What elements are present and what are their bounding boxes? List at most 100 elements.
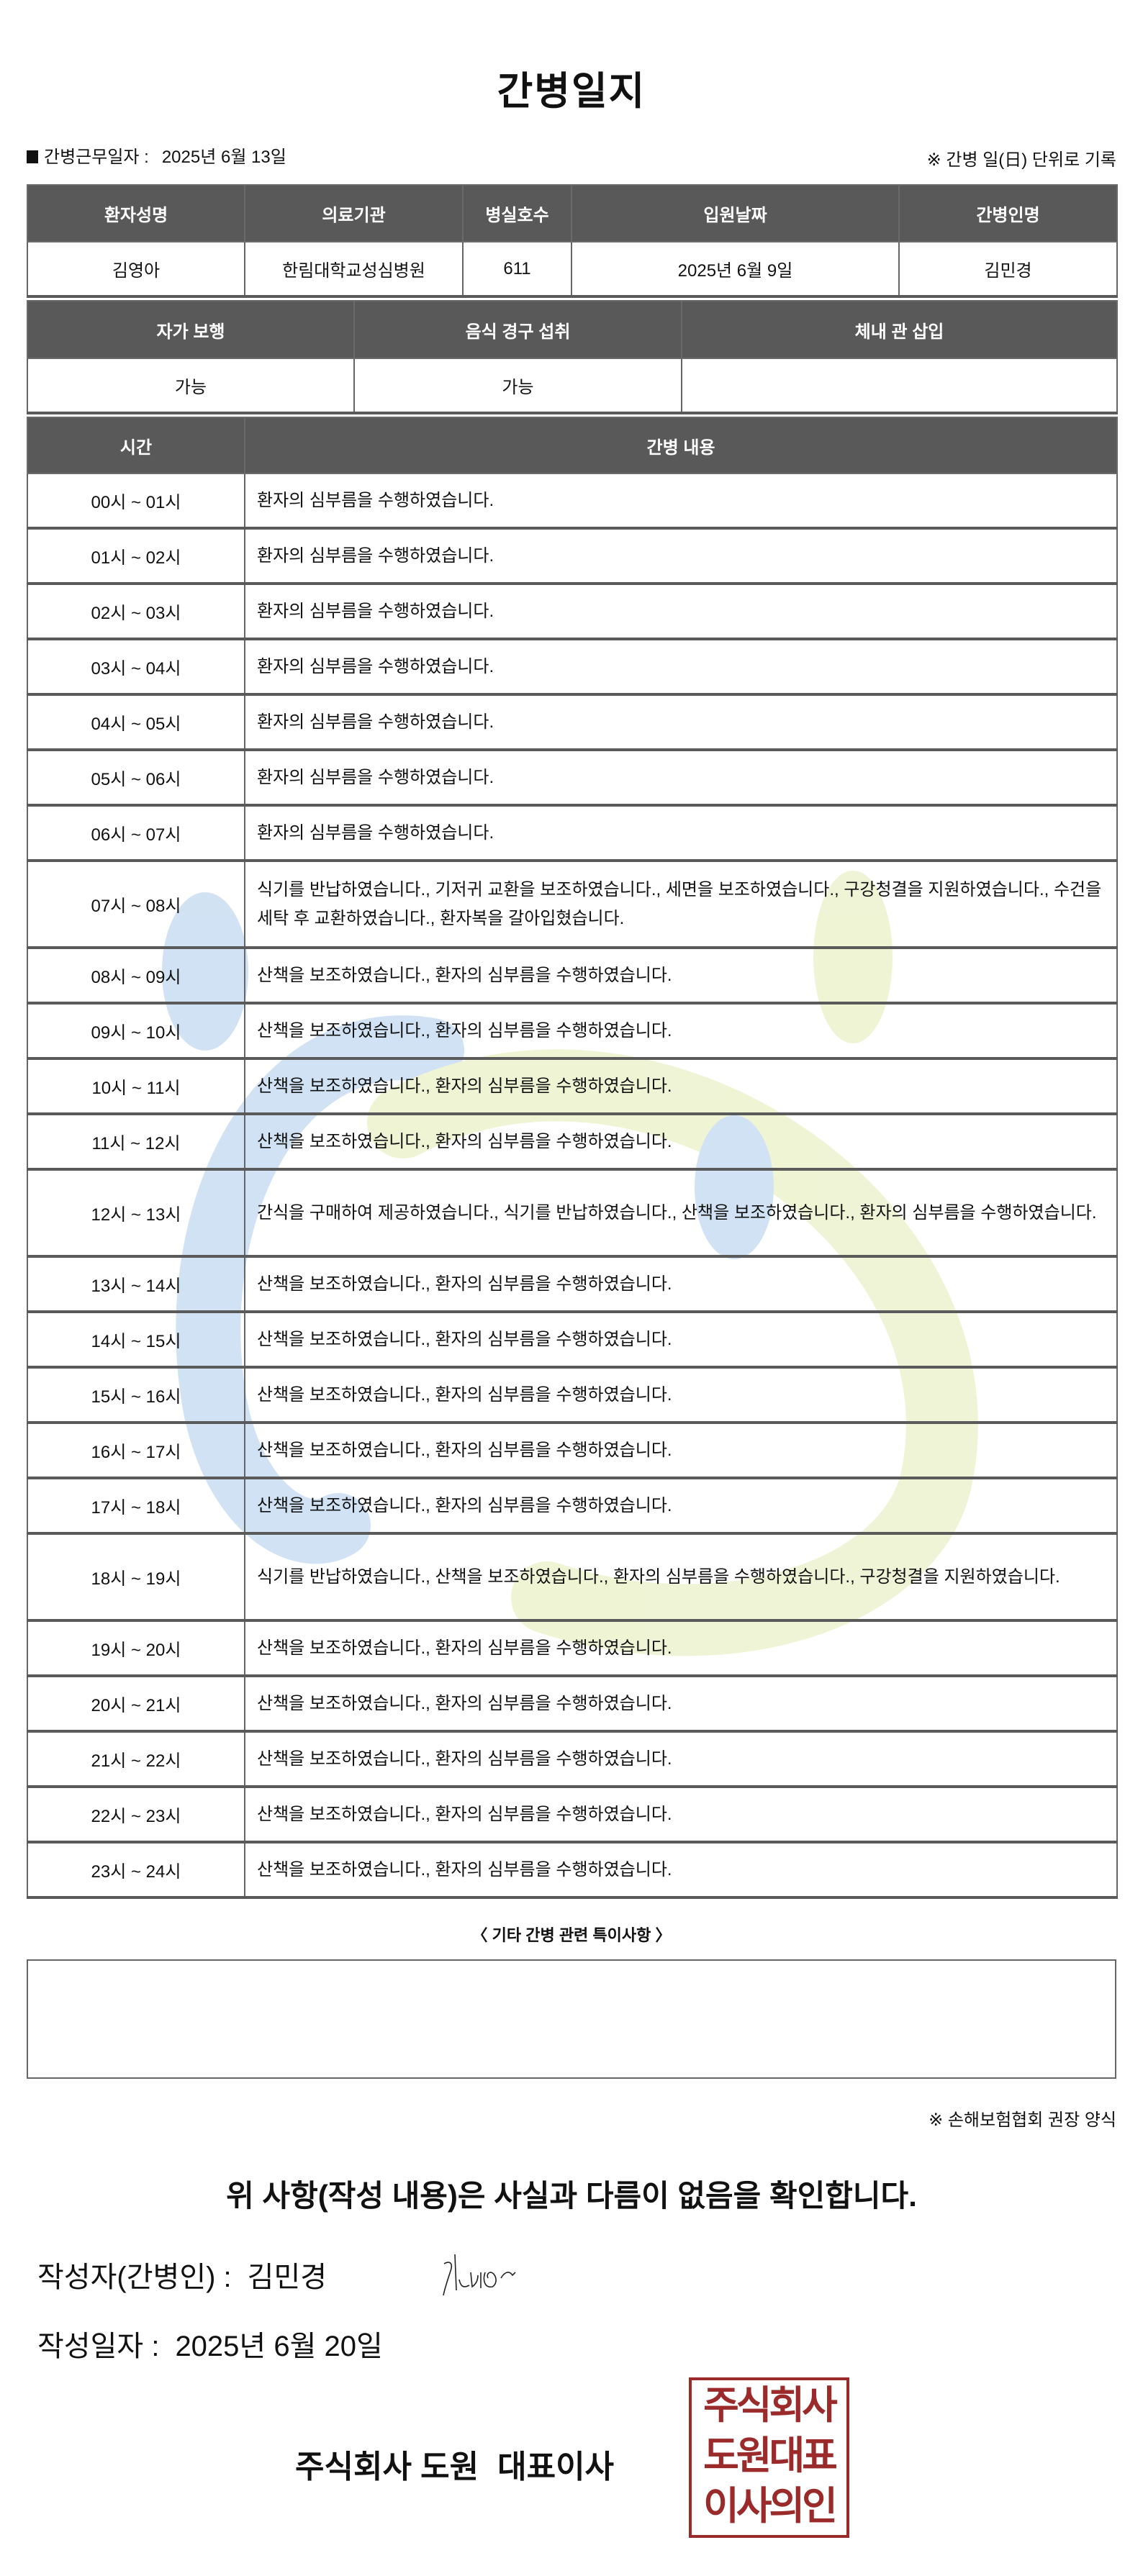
form-note: ※ 손해보험협회 권장 양식 <box>929 2110 1116 2130</box>
care-content: 환자의 심부름을 수행하였습니다. <box>244 473 1118 530</box>
writer-label: 작성자(간병인) : <box>37 2262 232 2293</box>
status-info-values: 가능 가능 <box>27 358 1118 414</box>
header-admission-date: 입원날짜 <box>571 184 900 242</box>
care-log-row: 22시 ~ 23시 산책을 보조하였습니다., 환자의 심부름을 수행하였습니다. <box>27 1786 1118 1843</box>
remarks-label: 〈 기타 간병 관련 특이사항 〉 <box>471 1926 672 1944</box>
handwritten-signature <box>443 2254 516 2296</box>
time-slot: 01시 ~ 02시 <box>27 527 245 585</box>
care-log-row: 11시 ~ 12시 산책을 보조하였습니다., 환자의 심부름을 수행하였습니다. <box>27 1113 1118 1171</box>
time-slot: 07시 ~ 08시 <box>27 860 245 949</box>
write-date-label: 작성일자 : <box>37 2331 160 2362</box>
header-patient-name: 환자성명 <box>27 184 245 242</box>
care-log-row: 18시 ~ 19시 식기를 반납하였습니다., 산책을 보조하였습니다., 환자의… <box>27 1533 1118 1622</box>
header-caregiver-name: 간병인명 <box>898 184 1118 242</box>
oral-intake: 가능 <box>353 358 682 414</box>
company-title: 대표이사 <box>497 2449 615 2485</box>
write-date-value: 2025년 6월 20일 <box>175 2331 383 2362</box>
care-log-row: 21시 ~ 22시 산책을 보조하였습니다., 환자의 심부름을 수행하였습니다. <box>27 1731 1118 1788</box>
company-signature: 주식회사 도원 대표이사 <box>295 2441 614 2487</box>
header-tube-insertion: 체내 관 삽입 <box>681 300 1118 359</box>
time-slot: 09시 ~ 10시 <box>27 1002 245 1060</box>
care-content: 산책을 보조하였습니다., 환자의 심부름을 수행하였습니다. <box>244 1620 1118 1677</box>
care-content: 산책을 보조하였습니다., 환자의 심부름을 수행하였습니다. <box>244 947 1118 1004</box>
care-content: 환자의 심부름을 수행하였습니다. <box>244 638 1118 696</box>
time-slot: 20시 ~ 21시 <box>27 1675 245 1733</box>
care-content: 산책을 보조하였습니다., 환자의 심부름을 수행하였습니다. <box>244 1058 1118 1115</box>
time-slot: 08시 ~ 09시 <box>27 947 245 1004</box>
time-slot: 04시 ~ 05시 <box>27 694 245 751</box>
care-log-row: 05시 ~ 06시 환자의 심부름을 수행하였습니다. <box>27 749 1118 807</box>
care-content: 산책을 보조하였습니다., 환자의 심부름을 수행하였습니다. <box>244 1786 1118 1843</box>
caregiver-name: 김민경 <box>898 241 1118 298</box>
care-log-row: 19시 ~ 20시 산책을 보조하였습니다., 환자의 심부름을 수행하였습니다. <box>27 1620 1118 1677</box>
time-slot: 05시 ~ 06시 <box>27 749 245 807</box>
time-slot: 11시 ~ 12시 <box>27 1113 245 1171</box>
time-slot: 03시 ~ 04시 <box>27 638 245 696</box>
time-slot: 22시 ~ 23시 <box>27 1786 245 1843</box>
care-content: 간식을 구매하여 제공하였습니다., 식기를 반납하였습니다., 산책을 보조하… <box>244 1169 1118 1258</box>
time-slot: 21시 ~ 22시 <box>27 1731 245 1788</box>
writer-line: 작성자(간병인) : 김민경 <box>37 2254 327 2295</box>
care-content: 산책을 보조하였습니다., 환자의 심부름을 수행하였습니다. <box>244 1366 1118 1424</box>
stamp-line: 주식회사 <box>703 2384 838 2427</box>
time-slot: 16시 ~ 17시 <box>27 1422 245 1479</box>
patient-info-header: 환자성명 의료기관 병실호수 입원날짜 간병인명 <box>27 184 1118 242</box>
time-slot: 14시 ~ 15시 <box>27 1311 245 1369</box>
company-seal-stamp: 주식회사 도원대표 이사의인 <box>689 2377 849 2538</box>
care-log-row: 12시 ~ 13시 간식을 구매하여 제공하였습니다., 식기를 반납하였습니다.… <box>27 1169 1118 1258</box>
page-title: 간병일지 <box>497 70 646 113</box>
time-slot: 06시 ~ 07시 <box>27 804 245 862</box>
care-log-row: 04시 ~ 05시 환자의 심부름을 수행하였습니다. <box>27 694 1118 751</box>
confirmation-statement: 위 사항(작성 내용)은 사실과 다름이 없음을 확인합니다. <box>226 2179 917 2213</box>
care-log-row: 03시 ~ 04시 환자의 심부름을 수행하였습니다. <box>27 638 1118 696</box>
work-date-label: 간병근무일자 : <box>44 148 149 167</box>
care-log-row: 17시 ~ 18시 산책을 보조하였습니다., 환자의 심부름을 수행하였습니다. <box>27 1477 1118 1535</box>
tube-insertion <box>681 358 1118 414</box>
care-content: 산책을 보조하였습니다., 환자의 심부름을 수행하였습니다. <box>244 1002 1118 1060</box>
time-slot: 23시 ~ 24시 <box>27 1841 245 1899</box>
care-log-row: 13시 ~ 14시 산책을 보조하였습니다., 환자의 심부름을 수행하였습니다. <box>27 1256 1118 1313</box>
remarks-box <box>27 1959 1116 2079</box>
care-log-header: 시간 간병 내용 <box>27 417 1118 474</box>
care-content: 산책을 보조하였습니다., 환자의 심부름을 수행하였습니다. <box>244 1731 1118 1788</box>
time-slot: 15시 ~ 16시 <box>27 1366 245 1424</box>
care-content: 환자의 심부름을 수행하였습니다. <box>244 694 1118 751</box>
time-slot: 18시 ~ 19시 <box>27 1533 245 1622</box>
company-name: 주식회사 도원 <box>295 2449 479 2485</box>
patient-info-values: 김영아 한림대학교성심병원 611 2025년 6월 9일 김민경 <box>27 241 1118 298</box>
time-slot: 02시 ~ 03시 <box>27 583 245 640</box>
header-care-content: 간병 내용 <box>244 417 1118 474</box>
care-log-row: 20시 ~ 21시 산책을 보조하였습니다., 환자의 심부름을 수행하였습니다. <box>27 1675 1118 1733</box>
header-room: 병실호수 <box>462 184 572 242</box>
work-date-value: 2025년 6월 13일 <box>161 148 286 167</box>
care-log-row: 08시 ~ 09시 산책을 보조하였습니다., 환자의 심부름을 수행하였습니다. <box>27 947 1118 1004</box>
care-content: 산책을 보조하였습니다., 환자의 심부름을 수행하였습니다. <box>244 1113 1118 1171</box>
status-info-header: 자가 보행 음식 경구 섭취 체내 관 삽입 <box>27 300 1118 359</box>
time-slot: 17시 ~ 18시 <box>27 1477 245 1535</box>
care-content: 식기를 반납하였습니다., 산책을 보조하였습니다., 환자의 심부름을 수행하… <box>244 1533 1118 1622</box>
patient-name: 김영아 <box>27 241 245 298</box>
time-slot: 10시 ~ 11시 <box>27 1058 245 1115</box>
time-slot: 13시 ~ 14시 <box>27 1256 245 1313</box>
header-oral-intake: 음식 경구 섭취 <box>353 300 682 359</box>
writer-name: 김민경 <box>247 2262 327 2293</box>
square-bullet-icon <box>27 150 38 163</box>
patient-info-table: 환자성명 의료기관 병실호수 입원날짜 간병인명 김영아 한림대학교성심병원 6… <box>27 184 1118 298</box>
care-log-row: 00시 ~ 01시 환자의 심부름을 수행하였습니다. <box>27 473 1118 530</box>
care-content: 산책을 보조하였습니다., 환자의 심부름을 수행하였습니다. <box>244 1477 1118 1535</box>
unit-note: ※ 간병 일(日) 단위로 기록 <box>926 150 1116 170</box>
care-content: 식기를 반납하였습니다., 기저귀 교환을 보조하였습니다., 세면을 보조하였… <box>244 860 1118 949</box>
time-slot: 00시 ~ 01시 <box>27 473 245 530</box>
care-log-row: 16시 ~ 17시 산책을 보조하였습니다., 환자의 심부름을 수행하였습니다. <box>27 1422 1118 1479</box>
header-self-walking: 자가 보행 <box>27 300 355 359</box>
write-date-line: 작성일자 : 2025년 6월 20일 <box>37 2323 383 2364</box>
care-log-row: 10시 ~ 11시 산책을 보조하였습니다., 환자의 심부름을 수행하였습니다. <box>27 1058 1118 1115</box>
care-log-row: 02시 ~ 03시 환자의 심부름을 수행하였습니다. <box>27 583 1118 640</box>
care-content: 산책을 보조하였습니다., 환자의 심부름을 수행하였습니다. <box>244 1311 1118 1369</box>
care-content: 산책을 보조하였습니다., 환자의 심부름을 수행하였습니다. <box>244 1256 1118 1313</box>
care-content: 산책을 보조하였습니다., 환자의 심부름을 수행하였습니다. <box>244 1841 1118 1899</box>
care-content: 환자의 심부름을 수행하였습니다. <box>244 804 1118 862</box>
header-time: 시간 <box>27 417 245 474</box>
time-slot: 19시 ~ 20시 <box>27 1620 245 1677</box>
care-log-row: 01시 ~ 02시 환자의 심부름을 수행하였습니다. <box>27 527 1118 585</box>
